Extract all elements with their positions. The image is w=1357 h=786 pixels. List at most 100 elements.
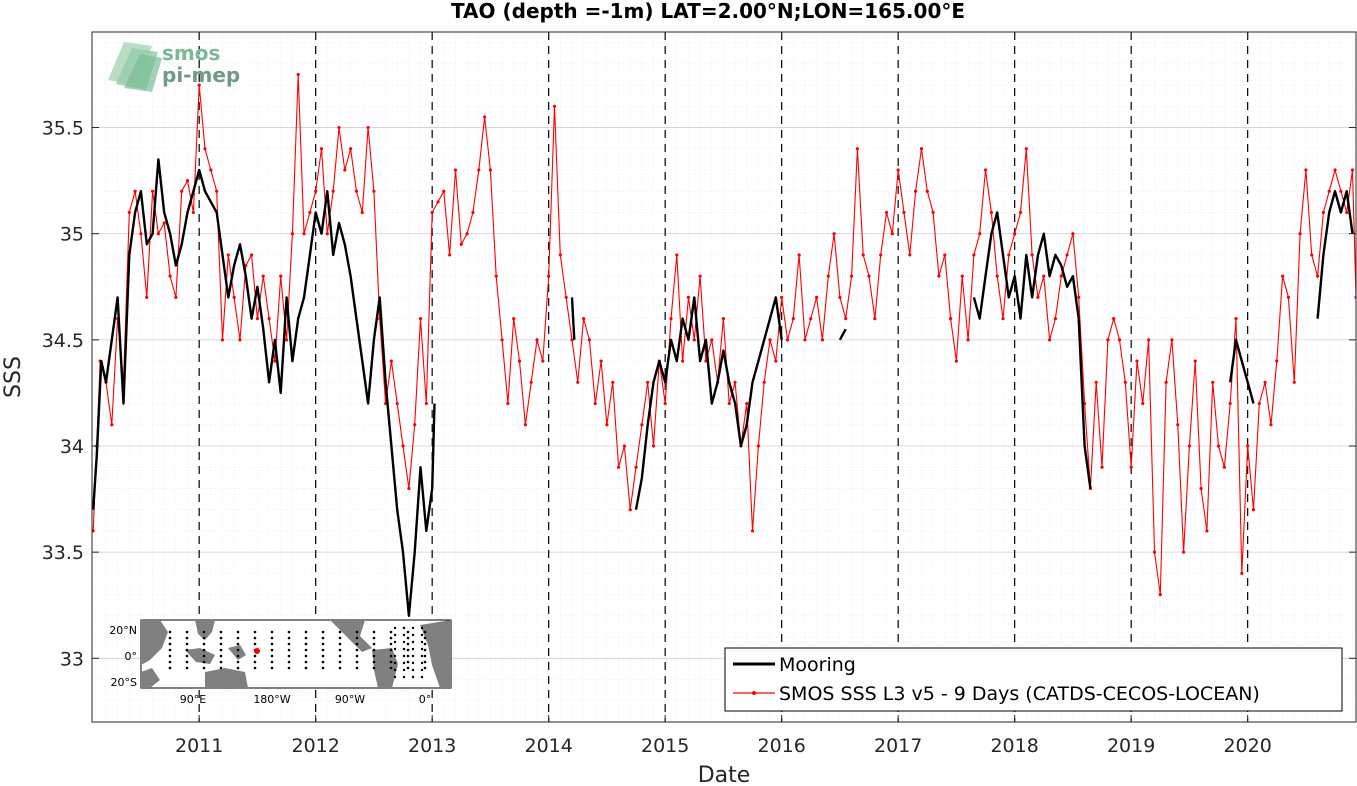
series-smos-point [512,317,516,321]
series-smos-point [908,253,912,257]
series-smos-point [564,295,568,299]
map-lon-label-180w: 180°W [253,693,290,706]
series-mooring-line [570,297,576,340]
y-tick-label: 34 [60,436,84,458]
series-smos-point [710,338,714,342]
series-smos-point [838,295,842,299]
y-tick-label: 35.5 [42,118,84,140]
series-smos-point [319,147,324,151]
series-smos-point [849,274,854,278]
mooring-dot [423,630,427,634]
series-smos-point [983,168,988,172]
mooring-dot [420,654,424,658]
legend-swatch-smos-marker [752,691,756,695]
series-mooring-line [634,296,783,510]
mooring-dot [185,636,189,640]
mooring-dot [168,654,172,658]
series-smos-point [844,317,848,321]
mooring-dot [411,640,415,644]
mooring-dot [202,648,206,652]
series-mooring-line [972,211,1092,489]
mooring-dot [236,630,240,634]
series-smos-point [954,359,959,363]
mooring-dot [420,661,424,665]
series-smos-point [250,253,254,257]
series-smos-point [815,295,819,299]
mooring-dot [219,654,223,658]
series-smos-point [622,444,626,448]
mooring-dot [270,654,274,658]
series-smos-point [1117,338,1122,342]
mooring-dot [406,660,410,664]
y-tick-label: 33.5 [42,542,84,564]
mooring-dot [304,654,308,658]
series-mooring-line [838,328,847,341]
mooring-dot [236,636,240,640]
series-smos-point [995,274,999,278]
mooring-dot [236,642,240,646]
series-smos-point [1345,210,1349,215]
series-smos-point [1013,232,1017,236]
mooring-dot [270,666,274,670]
chart-title: TAO (depth =-1m) LAT=2.00°N;LON=165.00°E [451,0,965,23]
mooring-dot [270,648,274,652]
mooring-dot [321,630,325,634]
mooring-dot [406,636,410,640]
series-smos-point [1304,168,1308,172]
series-smos-point [721,317,726,321]
series-smos-point [209,168,213,172]
y-tick-label: 35 [60,224,84,246]
series-smos-point [948,317,953,321]
y-axis: 33 33.5 34 34.5 35 35.5 [42,118,1356,670]
series-smos-point [931,210,935,215]
series-smos-point [465,232,469,236]
series-smos-point [855,147,859,151]
series-smos-point [884,210,889,215]
mooring-dot [389,654,393,658]
mooring-dot [402,640,406,644]
series-smos-point [168,274,172,278]
logo-text-pi-mep: pi-mep [162,63,240,87]
series-smos-point [879,253,883,257]
series-smos-point [517,359,522,363]
series-smos-point [1170,338,1174,342]
mooring-dot [420,633,424,637]
series-smos-point [587,338,592,342]
series-smos-point [1327,189,1331,193]
series-smos-point [1129,465,1133,469]
mooring-dot [219,636,223,640]
series-smos-point [471,210,475,215]
series-smos-point [698,274,702,278]
series-smos-point [675,253,679,257]
mooring-dot [287,642,291,646]
mooring-dot [304,666,308,670]
series-smos-point [692,338,696,342]
mooring-dot [423,648,427,652]
series-smos-point [232,295,236,299]
series-smos-point [774,359,778,363]
y-tick-label: 34.5 [42,330,84,352]
series-smos-point [925,189,929,193]
mooring-dot [270,636,274,640]
series-smos-point [1053,317,1058,321]
mooring-dot [304,660,308,664]
series-smos-point [646,380,650,384]
series-smos-point [523,423,527,427]
mooring-dot [287,660,291,664]
mooring-dot [253,630,257,634]
mooring-dot [338,666,342,670]
series-smos-point [535,338,539,342]
mooring-dot [338,654,342,658]
series-smos-point [185,179,190,183]
series-smos-point [686,295,691,299]
series-smos-point [477,168,481,172]
mooring-dot [389,666,393,670]
mooring-dot [338,630,342,634]
series-smos-point [1112,317,1116,321]
series-smos-point [1234,317,1238,321]
series-smos-point [599,359,603,363]
series-smos-point [180,189,184,193]
mooring-dot [389,642,393,646]
series-smos-point [424,401,428,406]
mooring-dot [236,654,240,658]
